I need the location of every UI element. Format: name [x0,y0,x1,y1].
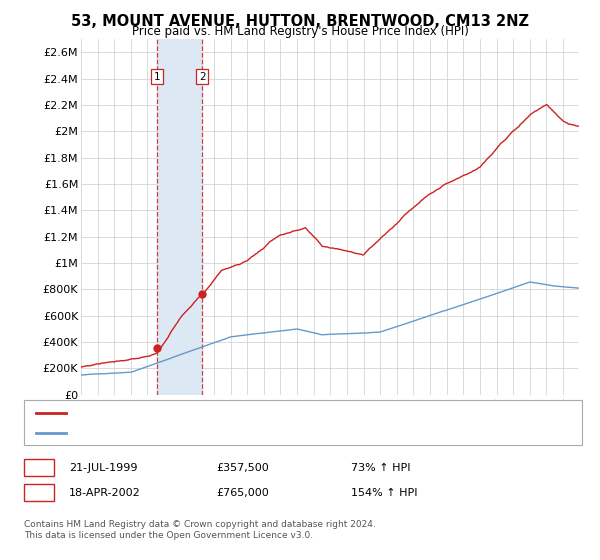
Bar [157,39,202,395]
Text: £357,500: £357,500 [216,463,269,473]
Text: 53, MOUNT AVENUE, HUTTON, BRENTWOOD, CM13 2NZ: 53, MOUNT AVENUE, HUTTON, BRENTWOOD, CM1… [71,14,529,29]
Text: HPI: Average price, detached house, Brentwood: HPI: Average price, detached house, Bren… [72,428,321,438]
Text: 1: 1 [154,72,160,82]
Text: 73% ↑ HPI: 73% ↑ HPI [351,463,410,473]
Text: 53, MOUNT AVENUE, HUTTON, BRENTWOOD, CM13 2NZ (detached house): 53, MOUNT AVENUE, HUTTON, BRENTWOOD, CM1… [72,408,458,418]
Text: Contains HM Land Registry data © Crown copyright and database right 2024.
This d: Contains HM Land Registry data © Crown c… [24,520,376,540]
Text: 154% ↑ HPI: 154% ↑ HPI [351,488,418,498]
Text: 1: 1 [35,463,43,473]
Text: 18-APR-2002: 18-APR-2002 [69,488,141,498]
Bar [578,39,588,395]
Text: 21-JUL-1999: 21-JUL-1999 [69,463,137,473]
Text: 2: 2 [35,488,43,498]
Text: £765,000: £765,000 [216,488,269,498]
Text: 2: 2 [199,72,205,82]
Text: Price paid vs. HM Land Registry's House Price Index (HPI): Price paid vs. HM Land Registry's House … [131,25,469,38]
